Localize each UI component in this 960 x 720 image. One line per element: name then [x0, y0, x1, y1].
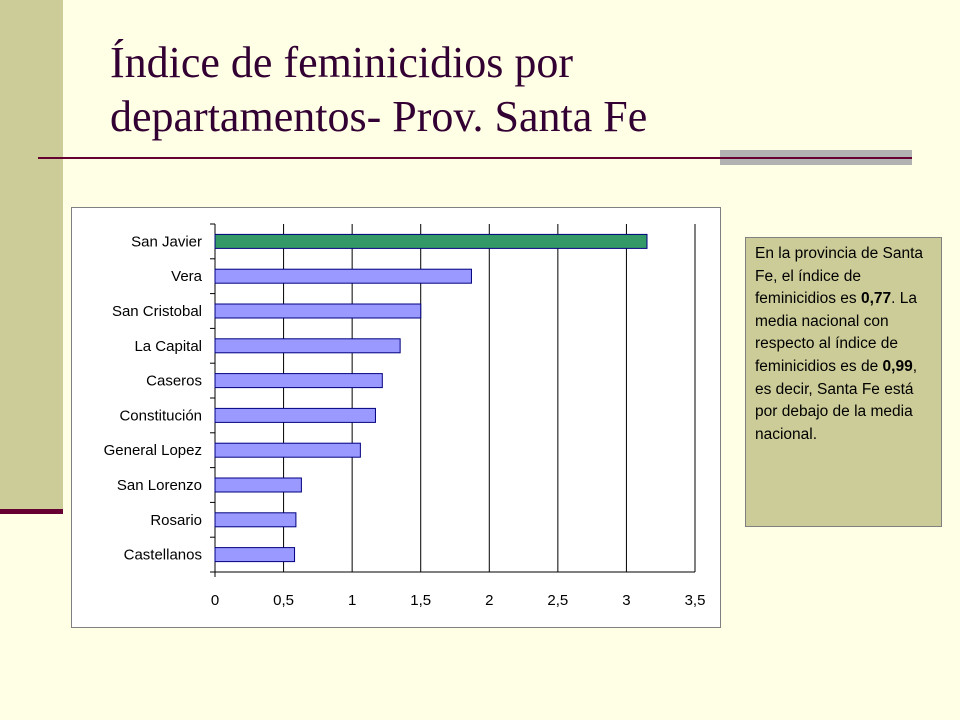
category-label: Caseros — [146, 373, 202, 390]
category-label: Rosario — [150, 512, 202, 529]
title-accent-bar — [720, 150, 912, 165]
bar — [214, 407, 376, 423]
bar-chart: San Javier Vera San Cristobal La Capital Cas… — [71, 207, 721, 628]
x-tick-label: 0,5 — [273, 592, 294, 609]
title-line-1: Índice de feminicidios por — [110, 38, 574, 87]
category-label: La Capital — [134, 338, 202, 355]
bar — [214, 512, 297, 528]
page-title: Índice de feminicidios por departamentos… — [110, 36, 830, 144]
note-box: En la provincia de Santa Fe, el índice d… — [745, 237, 942, 527]
category-label: San Lorenzo — [117, 477, 202, 494]
chart-svg: San Javier Vera San Cristobal La Capital Cas… — [104, 223, 706, 609]
title-underline — [38, 157, 912, 159]
bar — [214, 442, 361, 458]
x-tick-label: 3,5 — [685, 592, 706, 609]
x-tick-label: 1 — [348, 592, 356, 609]
left-decorative-band — [0, 0, 63, 510]
category-label: Constitución — [119, 407, 202, 424]
x-tick-label: 3 — [622, 592, 630, 609]
x-tick-label: 0 — [211, 592, 219, 609]
bar — [214, 233, 648, 249]
bar — [214, 338, 401, 354]
category-label: San Javier — [131, 233, 202, 250]
bar — [214, 547, 296, 563]
left-accent-line — [0, 509, 63, 514]
note-text-2: . La media nacional con respecto al índi… — [755, 290, 917, 375]
category-label: San Cristobal — [112, 303, 202, 320]
category-label: General Lopez — [104, 442, 202, 459]
bar — [214, 477, 302, 493]
note-text-3: , es decir, Santa Fe está por debajo de … — [755, 357, 917, 443]
bar — [214, 303, 422, 319]
note-value-province: 0,77 — [860, 290, 892, 308]
category-label: Castellanos — [124, 547, 202, 564]
x-tick-label: 2,5 — [547, 592, 568, 609]
x-tick-label: 2 — [485, 592, 493, 609]
note-text-1: En la provincia de Santa Fe, el índice d… — [755, 245, 924, 308]
bar — [214, 373, 383, 389]
title-line-2: departamentos- Prov. Santa Fe — [110, 92, 648, 141]
bar — [214, 268, 472, 284]
x-tick-label: 1,5 — [410, 592, 431, 609]
note-value-national: 0,99 — [882, 357, 913, 375]
category-label: Vera — [171, 268, 203, 285]
